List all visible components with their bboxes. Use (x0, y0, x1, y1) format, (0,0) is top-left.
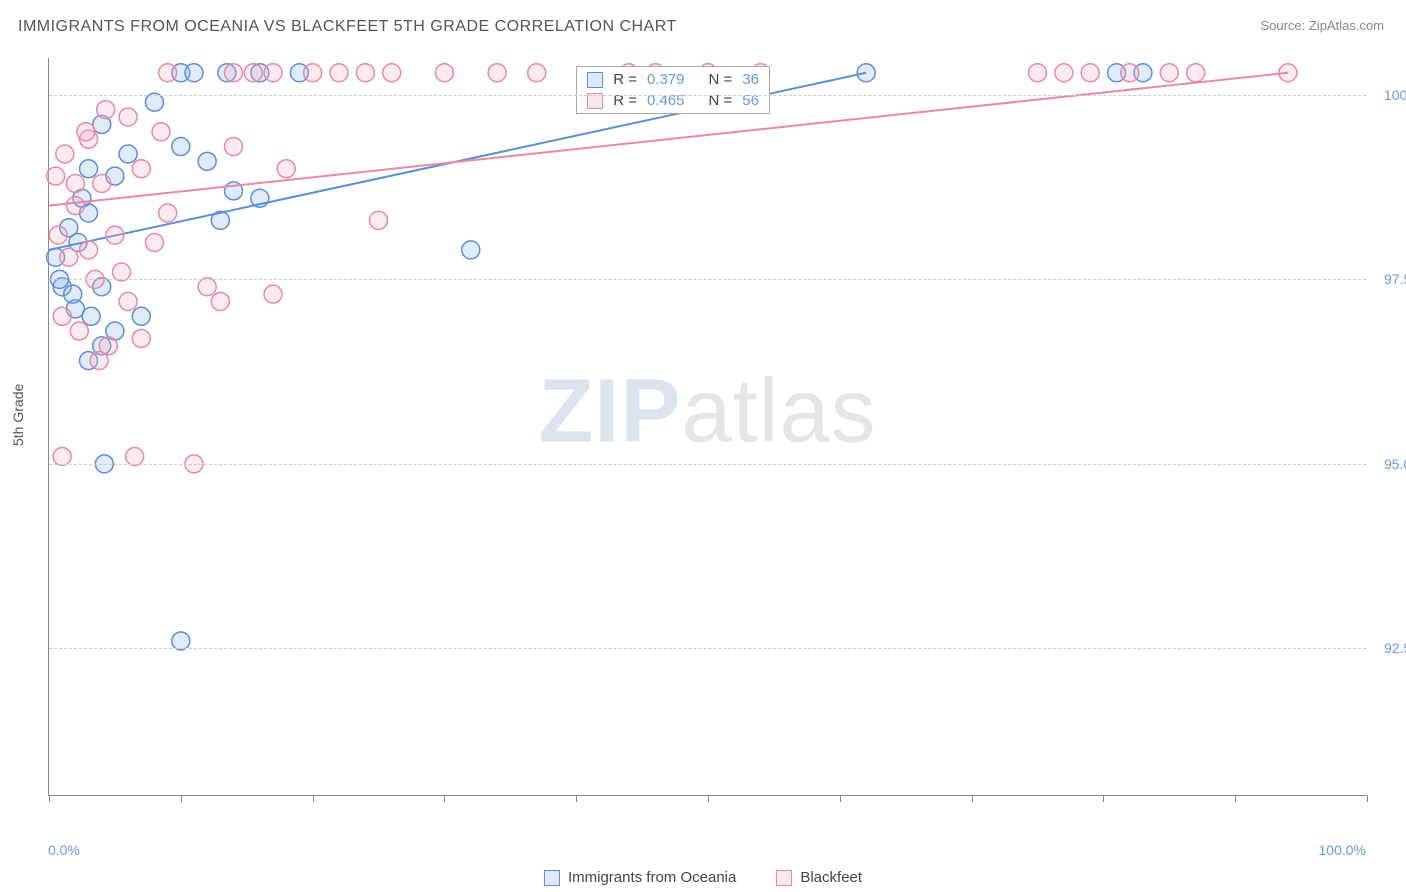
scatter-point (126, 448, 144, 466)
scatter-point (53, 307, 71, 325)
scatter-point (244, 64, 262, 82)
r-value: 0.379 (647, 71, 685, 88)
gridline (49, 279, 1366, 280)
scatter-point (198, 152, 216, 170)
scatter-point (145, 234, 163, 252)
scatter-point (172, 632, 190, 650)
series-legend-item: Blackfeet (776, 869, 862, 886)
scatter-point (264, 285, 282, 303)
x-tick (708, 795, 709, 802)
n-label: N = (709, 71, 733, 88)
x-tick (1235, 795, 1236, 802)
scatter-point (119, 145, 137, 163)
stats-legend: R = 0.379N = 36R = 0.465N = 56 (576, 66, 770, 114)
scatter-point (462, 241, 480, 259)
scatter-point (1160, 64, 1178, 82)
scatter-point (66, 174, 84, 192)
scatter-point (112, 263, 130, 281)
scatter-point (77, 123, 95, 141)
scatter-point (225, 64, 243, 82)
scatter-point (277, 160, 295, 178)
scatter-point (90, 352, 108, 370)
scatter-point (225, 138, 243, 156)
legend-swatch (776, 870, 792, 886)
x-axis-max-label: 100.0% (1319, 842, 1366, 858)
scatter-point (1081, 64, 1099, 82)
scatter-point (106, 226, 124, 244)
scatter-point (356, 64, 374, 82)
y-tick-label: 92.5% (1372, 640, 1406, 656)
scatter-point (145, 93, 163, 111)
scatter-point (1187, 64, 1205, 82)
y-tick-label: 97.5% (1372, 271, 1406, 287)
x-tick (444, 795, 445, 802)
series-legend-label: Blackfeet (800, 869, 862, 886)
scatter-point (97, 101, 115, 119)
x-tick (49, 795, 50, 802)
legend-swatch (544, 870, 560, 886)
scatter-point (119, 293, 137, 311)
x-axis-min-label: 0.0% (48, 842, 80, 858)
gridline (49, 464, 1366, 465)
plot-area: ZIPatlas R = 0.379N = 36R = 0.465N = 56 … (48, 58, 1366, 796)
x-tick (1367, 795, 1368, 802)
scatter-point (82, 307, 100, 325)
scatter-point (70, 322, 88, 340)
x-tick (181, 795, 182, 802)
scatter-point (488, 64, 506, 82)
n-value: 36 (742, 71, 759, 88)
scatter-point (49, 226, 67, 244)
gridline (49, 648, 1366, 649)
scatter-point (304, 64, 322, 82)
scatter-point (370, 211, 388, 229)
scatter-point (211, 293, 229, 311)
scatter-point (159, 204, 177, 222)
scatter-point (264, 64, 282, 82)
scatter-point (185, 64, 203, 82)
y-axis-label: 5th Grade (10, 384, 26, 446)
y-tick-label: 95.0% (1372, 456, 1406, 472)
series-legend-label: Immigrants from Oceania (568, 869, 736, 886)
scatter-point (64, 285, 82, 303)
stats-legend-row: R = 0.379 N = 36 (587, 71, 759, 88)
scatter-point (132, 329, 150, 347)
scatter-point (132, 307, 150, 325)
scatter-point (159, 64, 177, 82)
series-legend: Immigrants from Oceania Blackfeet (544, 869, 862, 886)
scatter-point (47, 167, 65, 185)
r-label: R = (613, 71, 637, 88)
scatter-point (198, 278, 216, 296)
legend-swatch (587, 72, 603, 88)
scatter-point (528, 64, 546, 82)
chart-title: IMMIGRANTS FROM OCEANIA VS BLACKFEET 5TH… (18, 18, 677, 36)
x-tick (313, 795, 314, 802)
chart-container: IMMIGRANTS FROM OCEANIA VS BLACKFEET 5TH… (0, 0, 1406, 892)
scatter-point (53, 448, 71, 466)
scatter-point (1055, 64, 1073, 82)
scatter-point (80, 160, 98, 178)
x-tick (840, 795, 841, 802)
x-tick (1103, 795, 1104, 802)
scatter-point (330, 64, 348, 82)
series-legend-item: Immigrants from Oceania (544, 869, 736, 886)
scatter-point (1029, 64, 1047, 82)
scatter-point (435, 64, 453, 82)
scatter-point (132, 160, 150, 178)
gridline (49, 95, 1366, 96)
y-tick-label: 100.0% (1372, 87, 1406, 103)
scatter-point (119, 108, 137, 126)
scatter-point (1121, 64, 1139, 82)
scatter-point (60, 248, 78, 266)
scatter-point (80, 241, 98, 259)
scatter-point (93, 174, 111, 192)
scatter-point (66, 197, 84, 215)
scatter-point (172, 138, 190, 156)
x-tick (576, 795, 577, 802)
x-tick (972, 795, 973, 802)
source-attribution: Source: ZipAtlas.com (1260, 18, 1384, 33)
scatter-point (152, 123, 170, 141)
chart-svg (49, 58, 1366, 795)
scatter-point (56, 145, 74, 163)
scatter-point (383, 64, 401, 82)
